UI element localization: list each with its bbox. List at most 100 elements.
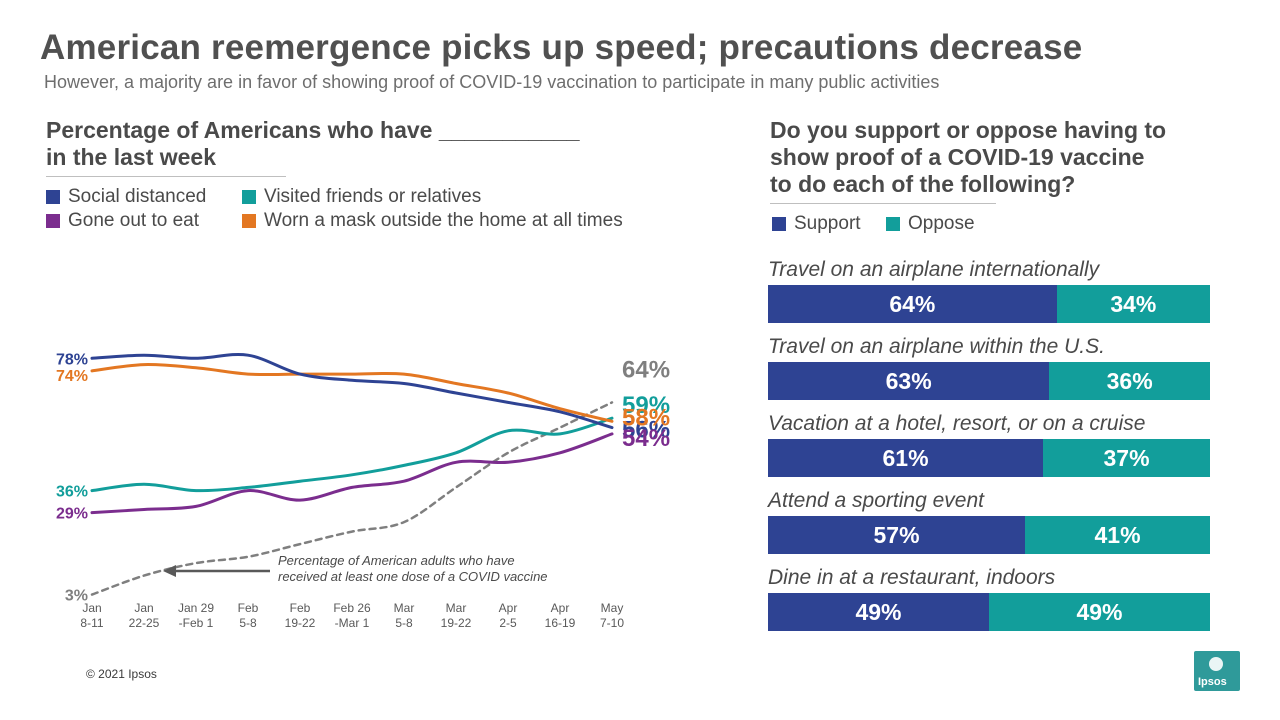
bar-chart-heading-line3: to do each of the following? xyxy=(770,171,1076,197)
logo-text: Ipsos xyxy=(1198,676,1227,688)
line-chart-heading-line1: Percentage of Americans who have _______… xyxy=(46,117,580,143)
x-tick-label: 22-25 xyxy=(129,616,160,630)
stacked-bar: 61% 37% xyxy=(768,439,1210,477)
x-tick-label: Jan xyxy=(82,601,101,615)
legend-item-support: Support xyxy=(772,213,861,235)
series-line-visited-friends-or-relatives xyxy=(90,416,614,493)
legend-swatch-teal xyxy=(242,190,256,204)
bar-legend: Support Oppose xyxy=(772,213,1172,237)
legend-swatch-support xyxy=(772,217,786,231)
x-tick-label: Mar xyxy=(446,601,467,615)
bar-oppose: 41% xyxy=(1025,516,1210,554)
annotation-text-line2: received at least one dose of a COVID va… xyxy=(278,569,548,584)
series-end-label: 58% xyxy=(622,404,670,431)
bar-category-label: Vacation at a hotel, resort, or on a cru… xyxy=(768,412,1146,435)
legend-label: Worn a mask outside the home at all time… xyxy=(264,210,623,231)
bar-support: 57% xyxy=(768,516,1026,554)
stacked-bar: 63% 36% xyxy=(768,362,1210,400)
x-tick-label: Apr xyxy=(551,601,570,615)
right-heading-rule xyxy=(770,203,996,204)
series-end-label: 59% xyxy=(622,392,670,419)
series-start-label: 74% xyxy=(56,368,88,385)
annotation-text-line1: Percentage of American adults who have xyxy=(278,553,515,568)
bar-support: 64% xyxy=(768,285,1057,323)
line-chart: 78%56%36%59%29%54%74%58%3%64% Jan8-11Jan… xyxy=(56,351,670,630)
bar-chart: Travel on an airplane internationally 64… xyxy=(768,258,1218,638)
legend-label: Social distanced xyxy=(68,186,207,207)
legend-item-gone-out-to-eat: Gone out to eat xyxy=(46,210,199,232)
bar-row: Attend a sporting event 57% 41% xyxy=(768,489,1210,554)
bar-category-label: Travel on an airplane internationally xyxy=(768,258,1100,281)
series-line-gone-out-to-eat xyxy=(90,432,614,515)
left-heading-rule xyxy=(46,176,286,177)
x-tick-label: -Feb 1 xyxy=(179,616,214,630)
copyright: © 2021 Ipsos xyxy=(86,667,157,681)
bar-support: 61% xyxy=(768,439,1044,477)
stacked-bar: 49% 49% xyxy=(768,593,1210,631)
page-subtitle: However, a majority are in favor of show… xyxy=(44,72,940,92)
x-tick-label: May xyxy=(601,601,624,615)
bar-row: Travel on an airplane within the U.S. 63… xyxy=(768,335,1210,400)
series-end-label: 64% xyxy=(622,356,670,383)
x-tick-label: Apr xyxy=(499,601,518,615)
bar-support: 49% xyxy=(768,593,989,631)
series-end-label: 54% xyxy=(622,425,670,452)
series-start-label: 36% xyxy=(56,484,88,501)
stacked-bar: 64% 34% xyxy=(768,285,1210,323)
bar-chart-heading-line2: show proof of a COVID-19 vaccine xyxy=(770,144,1145,170)
bar-category-label: Dine in at a restaurant, indoors xyxy=(768,566,1056,589)
series-line-social-distanced xyxy=(90,353,614,430)
line-chart-heading-line2: in the last week xyxy=(46,144,217,170)
page-title: American reemergence picks up speed; pre… xyxy=(40,28,1083,67)
x-tick-label: Mar xyxy=(394,601,415,615)
logo-mark-icon xyxy=(1209,657,1223,671)
bar-oppose: 49% xyxy=(989,593,1210,631)
series-line-percentage-of-american-adults-who-have-r xyxy=(90,401,614,596)
line-chart-heading: Percentage of Americans who have _______… xyxy=(46,117,686,171)
x-tick-label: Jan 29 xyxy=(178,601,214,615)
bar-oppose: 36% xyxy=(1049,362,1210,400)
x-tick-label: 8-11 xyxy=(80,616,103,630)
legend-swatch-navy xyxy=(46,190,60,204)
ipsos-logo: Ipsos xyxy=(1194,651,1240,691)
x-tick-label: 7-10 xyxy=(600,616,624,630)
x-tick-label: 5-8 xyxy=(239,616,257,630)
bar-category-label: Travel on an airplane within the U.S. xyxy=(768,335,1105,358)
legend-item-social-distanced: Social distanced xyxy=(46,186,206,208)
legend-label: Visited friends or relatives xyxy=(264,186,482,207)
annotation-arrow-head xyxy=(163,565,176,577)
x-tick-label: -Mar 1 xyxy=(335,616,370,630)
bar-category-label: Attend a sporting event xyxy=(768,489,984,512)
bar-oppose: 34% xyxy=(1056,285,1210,323)
series-start-label: 78% xyxy=(56,351,88,368)
bar-row: Dine in at a restaurant, indoors 49% 49% xyxy=(768,566,1210,631)
bar-oppose: 37% xyxy=(1043,439,1210,477)
x-tick-label: Feb 26 xyxy=(333,601,371,615)
legend-swatch-orange xyxy=(242,214,256,228)
vaccine-annotation: Percentage of American adults who have r… xyxy=(163,553,548,584)
series-line-worn-a-mask-outside-the-home-at-all-time xyxy=(90,363,614,423)
legend-label: Oppose xyxy=(908,213,975,234)
line-series-layer xyxy=(90,353,614,596)
legend-swatch-oppose xyxy=(886,217,900,231)
x-tick-label: 16-19 xyxy=(545,616,576,630)
legend-item-worn-mask: Worn a mask outside the home at all time… xyxy=(242,210,623,232)
x-tick-label: Jan xyxy=(134,601,153,615)
stacked-bar: 57% 41% xyxy=(768,516,1210,554)
legend-item-oppose: Oppose xyxy=(886,213,975,235)
x-tick-label: Feb xyxy=(290,601,311,615)
bar-support: 63% xyxy=(768,362,1050,400)
x-tick-label: 2-5 xyxy=(499,616,517,630)
series-start-label: 3% xyxy=(65,588,88,605)
x-tick-label: Feb xyxy=(238,601,259,615)
series-end-label: 56% xyxy=(622,417,670,444)
legend-item-visited-friends: Visited friends or relatives xyxy=(242,186,481,208)
series-start-label: 29% xyxy=(56,506,88,523)
legend-label: Support xyxy=(794,213,861,234)
bar-row: Travel on an airplane internationally 64… xyxy=(768,258,1210,323)
x-tick-label: 19-22 xyxy=(285,616,316,630)
x-tick-label: 19-22 xyxy=(441,616,472,630)
line-label-layer: 78% 56% 36% 59% 29% 54% 74% 58% 3% 64% xyxy=(56,351,670,604)
x-tick-label: 5-8 xyxy=(395,616,413,630)
